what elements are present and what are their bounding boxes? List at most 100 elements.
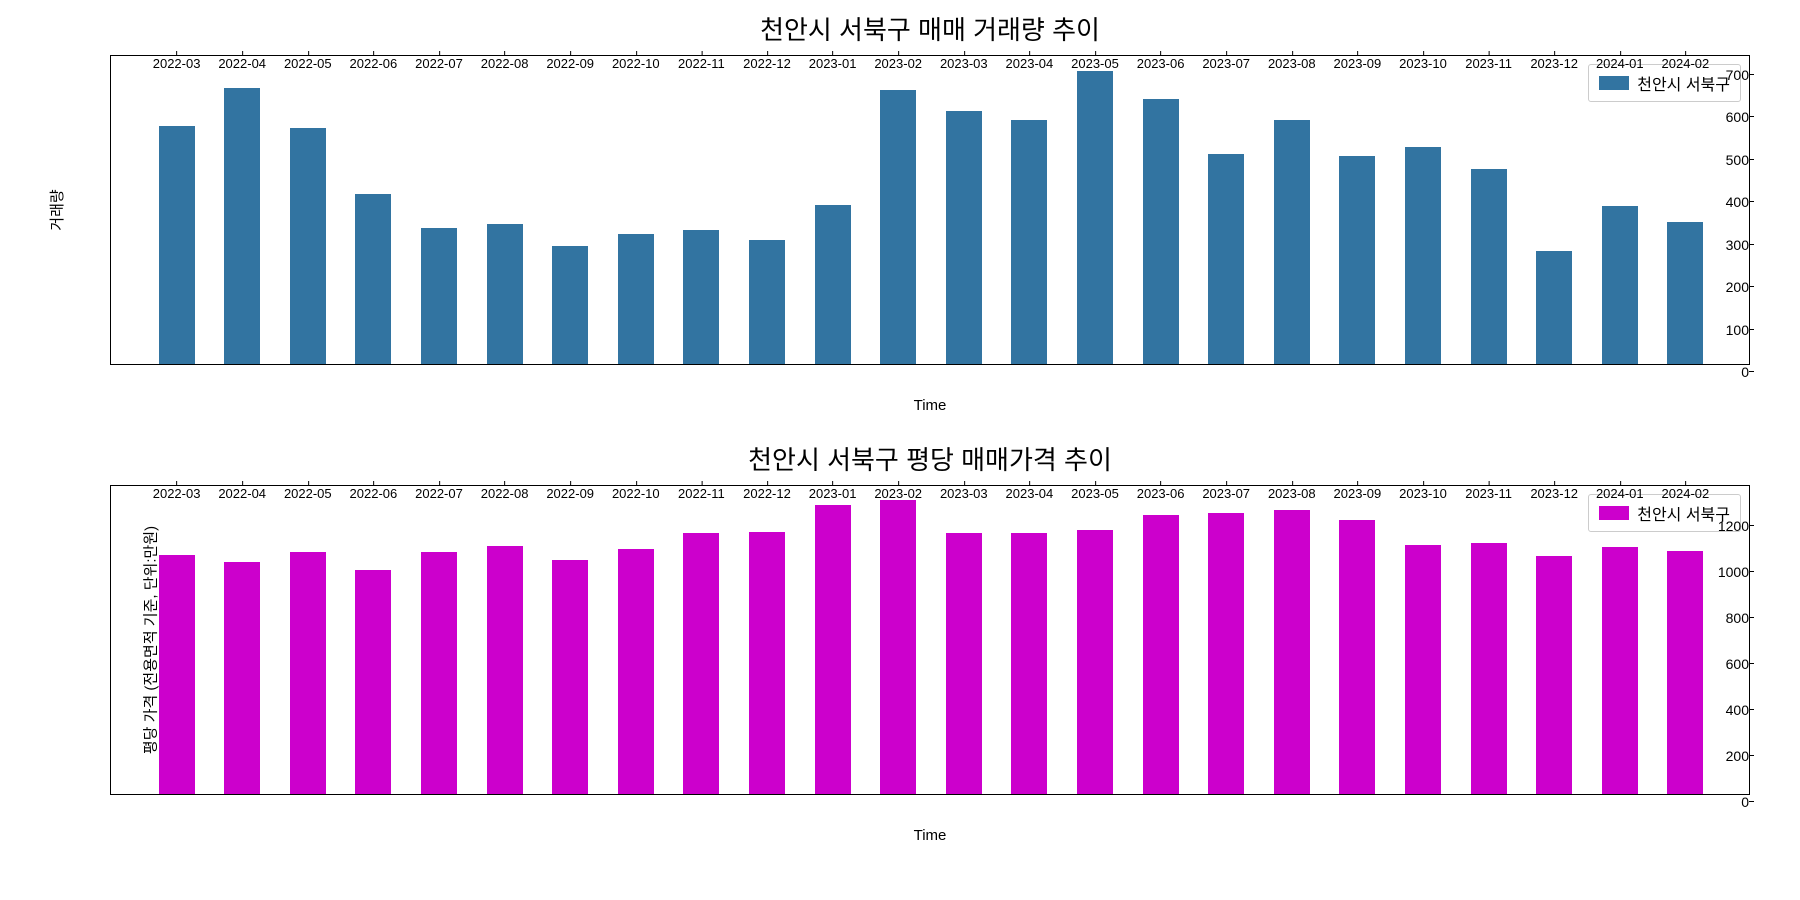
x-tick-label: 2023-06 — [1137, 56, 1185, 71]
y-tick-label: 600 — [1704, 656, 1749, 672]
bar — [1536, 556, 1572, 794]
x-tick-label: 2023-04 — [1006, 56, 1054, 71]
x-tick-label: 2023-10 — [1399, 56, 1447, 71]
x-tick-label: 2023-10 — [1399, 486, 1447, 501]
bar — [1339, 156, 1375, 364]
bar — [1405, 147, 1441, 364]
x-tick-label: 2022-07 — [415, 486, 463, 501]
bar — [1143, 99, 1179, 364]
chart1-xlabel: Time — [914, 397, 947, 414]
bar — [946, 533, 982, 794]
bar — [1077, 530, 1113, 794]
x-tick-label: 2023-12 — [1530, 56, 1578, 71]
x-tick-label: 2022-04 — [218, 486, 266, 501]
x-tick-label: 2023-11 — [1465, 486, 1512, 501]
y-tick-label: 700 — [1704, 67, 1749, 83]
y-tick-label: 0 — [1704, 364, 1749, 380]
bar — [815, 505, 851, 794]
bar — [1667, 222, 1703, 364]
bar — [880, 500, 916, 794]
bar — [159, 555, 195, 794]
bar — [421, 228, 457, 364]
bar — [1274, 120, 1310, 364]
x-tick-label: 2023-02 — [874, 486, 922, 501]
chart2-title: 천안시 서북구 평당 매매가격 추이 — [90, 440, 1770, 477]
chart2-legend-swatch — [1599, 506, 1629, 520]
bar — [487, 224, 523, 364]
y-tick-label: 400 — [1704, 194, 1749, 210]
bar — [1536, 251, 1572, 364]
y-tick-label: 200 — [1704, 748, 1749, 764]
x-tick-label: 2022-06 — [350, 486, 398, 501]
x-tick-label: 2022-09 — [546, 486, 594, 501]
bar — [1143, 515, 1179, 794]
chart1-legend-swatch — [1599, 76, 1629, 90]
x-tick-label: 2022-07 — [415, 56, 463, 71]
bar — [1602, 547, 1638, 794]
x-tick-label: 2022-12 — [743, 486, 791, 501]
x-tick-label: 2024-02 — [1662, 56, 1710, 71]
x-tick-label: 2023-08 — [1268, 56, 1316, 71]
bar — [683, 230, 719, 364]
x-tick-label: 2022-03 — [153, 486, 201, 501]
x-tick-label: 2023-09 — [1334, 56, 1382, 71]
bar — [552, 246, 588, 364]
y-tick-label: 200 — [1704, 279, 1749, 295]
x-tick-label: 2022-08 — [481, 56, 529, 71]
x-tick-label: 2022-05 — [284, 56, 332, 71]
x-tick-label: 2023-11 — [1465, 56, 1512, 71]
y-tick-label: 300 — [1704, 237, 1749, 253]
x-tick-label: 2023-07 — [1202, 486, 1250, 501]
bar — [1405, 545, 1441, 794]
x-tick-label: 2022-10 — [612, 486, 660, 501]
x-tick-label: 2023-07 — [1202, 56, 1250, 71]
x-tick-label: 2022-05 — [284, 486, 332, 501]
x-tick-label: 2023-01 — [809, 486, 857, 501]
bar — [1274, 510, 1310, 794]
x-tick-label: 2023-06 — [1137, 486, 1185, 501]
y-tick-label: 400 — [1704, 702, 1749, 718]
chart2-plot-area: 평당 가격 (전용면적 기준, 단위:만원) 천안시 서북구 Time 0200… — [110, 485, 1750, 795]
bar — [224, 88, 260, 364]
bar — [1339, 520, 1375, 794]
chart1-plot-area: 거래량 천안시 서북구 Time 01002003004005006007002… — [110, 55, 1750, 365]
bar — [749, 532, 785, 794]
bar — [355, 194, 391, 364]
x-tick-label: 2022-04 — [218, 56, 266, 71]
x-tick-label: 2022-06 — [350, 56, 398, 71]
x-tick-label: 2023-02 — [874, 56, 922, 71]
bar — [224, 562, 260, 794]
y-tick-label: 800 — [1704, 610, 1749, 626]
x-tick-label: 2023-12 — [1530, 486, 1578, 501]
bar — [290, 552, 326, 794]
x-tick-label: 2022-08 — [481, 486, 529, 501]
x-tick-label: 2023-05 — [1071, 486, 1119, 501]
y-tick-label: 600 — [1704, 109, 1749, 125]
bar — [618, 549, 654, 794]
x-tick-label: 2024-01 — [1596, 56, 1644, 71]
bar — [1471, 543, 1507, 794]
y-tick-label: 1000 — [1704, 564, 1749, 580]
x-tick-label: 2022-09 — [546, 56, 594, 71]
x-tick-label: 2022-03 — [153, 56, 201, 71]
x-tick-label: 2023-03 — [940, 56, 988, 71]
bar — [1208, 154, 1244, 364]
x-tick-label: 2022-12 — [743, 56, 791, 71]
bar — [749, 240, 785, 364]
x-tick-label: 2024-02 — [1662, 486, 1710, 501]
bar — [487, 546, 523, 794]
x-tick-label: 2023-03 — [940, 486, 988, 501]
y-tick-label: 0 — [1704, 794, 1749, 810]
y-tick-label: 1200 — [1704, 518, 1749, 534]
y-tick-label: 100 — [1704, 322, 1749, 338]
bar — [1077, 71, 1113, 364]
x-tick-label: 2023-09 — [1334, 486, 1382, 501]
bar — [880, 90, 916, 364]
x-tick-label: 2023-01 — [809, 56, 857, 71]
bar — [552, 560, 588, 794]
bar — [1602, 206, 1638, 364]
bar — [683, 533, 719, 794]
bar — [1471, 169, 1507, 364]
bar — [946, 111, 982, 364]
bar — [1011, 533, 1047, 794]
